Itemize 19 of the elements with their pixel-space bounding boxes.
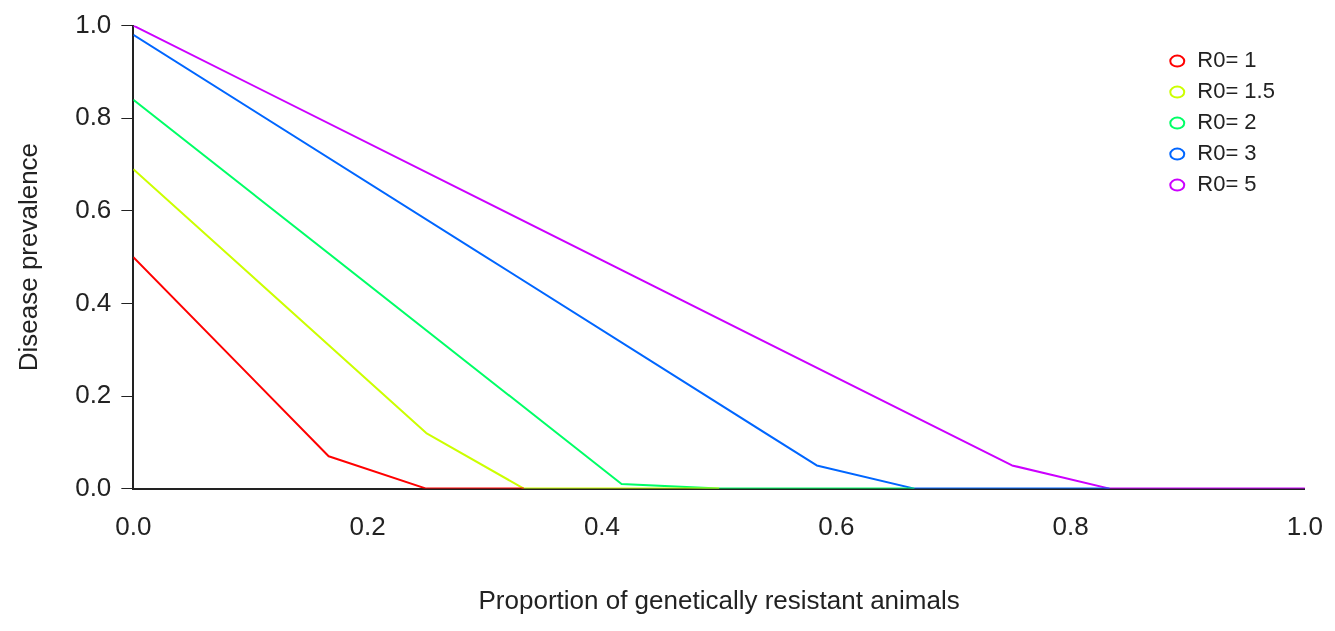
y-tick-label: 0.0 (75, 471, 112, 502)
x-axis-title: Proportion of genetically resistant animals (478, 584, 960, 615)
x-tick-label: 0.4 (583, 511, 621, 542)
x-tick-label: 1.0 (1286, 511, 1324, 542)
y-tick-label: 0.6 (75, 193, 112, 224)
legend-label: R0= 2 (1197, 109, 1257, 135)
y-tick-label: 0.2 (75, 379, 112, 410)
legend-label: R0= 1.5 (1197, 78, 1275, 104)
x-tick-label: 0.8 (1052, 511, 1089, 542)
x-tick-label: 0.6 (818, 511, 855, 542)
legend-label: R0= 1 (1197, 47, 1257, 73)
y-tick-label: 1.0 (75, 8, 112, 39)
x-tick-label: 0.0 (115, 511, 152, 542)
y-tick-label: 0.4 (75, 286, 112, 317)
y-tick-label: 0.8 (75, 101, 112, 132)
y-axis-title: Disease prevalence (12, 142, 43, 372)
legend-label: R0= 5 (1197, 171, 1257, 197)
x-tick-label: 0.2 (349, 511, 386, 542)
legend-label: R0= 3 (1197, 140, 1257, 166)
